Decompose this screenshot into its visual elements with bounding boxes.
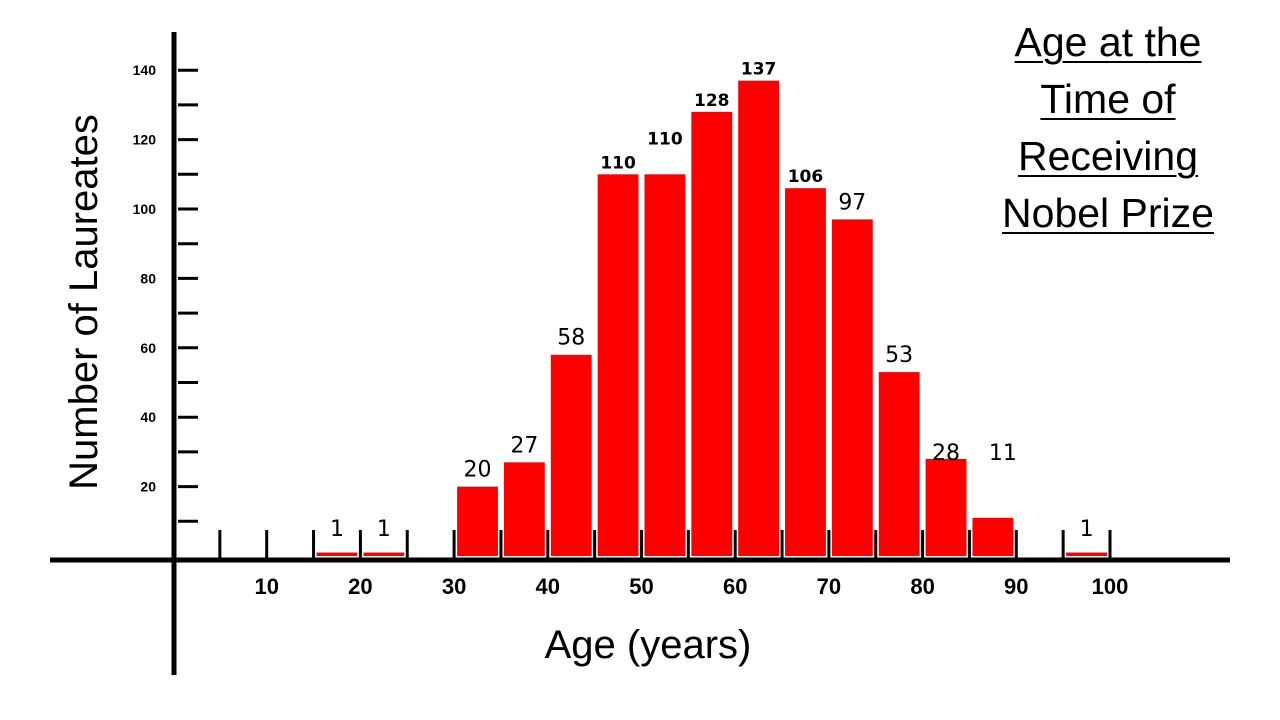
x-tick-label: 50 xyxy=(629,574,653,599)
chart-title-line: Receiving xyxy=(1017,133,1199,179)
histogram-bar xyxy=(925,458,967,556)
y-tick-label: 80 xyxy=(140,270,156,286)
histogram-bar xyxy=(738,80,780,557)
chart-title: Age at the Time of Receiving Nobel Prize xyxy=(970,14,1246,242)
histogram-bar xyxy=(550,354,592,556)
y-axis-label: Number of Laureates xyxy=(62,114,106,490)
x-tick-label: 30 xyxy=(442,574,466,599)
histogram-bar xyxy=(972,517,1014,556)
x-tick-label: 10 xyxy=(254,574,278,599)
x-tick-label: 40 xyxy=(536,574,560,599)
x-tick-label: 80 xyxy=(910,574,934,599)
histogram-bar xyxy=(457,486,498,556)
data-label: 53 xyxy=(885,343,913,368)
histogram-bar xyxy=(597,174,639,557)
y-tick-label: 60 xyxy=(140,340,156,356)
data-label: 110 xyxy=(600,153,636,173)
data-label: 97 xyxy=(838,190,866,215)
chart-title-line: Time of xyxy=(1040,76,1176,122)
x-tick-label: 100 xyxy=(1092,574,1129,599)
y-tick-label: 120 xyxy=(133,132,157,148)
data-label: 20 xyxy=(464,458,492,483)
x-tick-label: 70 xyxy=(817,574,841,599)
x-tick-label: 60 xyxy=(723,574,747,599)
data-label: 1 xyxy=(377,517,391,542)
data-label: 106 xyxy=(788,167,824,187)
x-axis-label: Age (years) xyxy=(545,623,752,667)
x-tick-label: 90 xyxy=(1004,574,1028,599)
histogram-bar xyxy=(644,174,686,557)
histogram-bar xyxy=(363,552,405,556)
data-label: 58 xyxy=(557,326,585,351)
histogram-bar xyxy=(785,188,826,556)
y-tick-label: 140 xyxy=(133,62,157,78)
histogram-bar xyxy=(691,111,733,556)
y-tick-label: 20 xyxy=(140,479,156,495)
data-label: 27 xyxy=(510,433,538,458)
data-label: 137 xyxy=(741,60,777,80)
data-label: 11 xyxy=(989,441,1017,466)
data-label: 28 xyxy=(932,441,960,466)
y-tick-label: 100 xyxy=(133,201,157,217)
histogram-bar xyxy=(878,372,920,556)
data-label: 128 xyxy=(694,91,730,111)
histogram-bar xyxy=(1066,552,1107,556)
histogram-bar xyxy=(831,219,873,556)
data-label: 1 xyxy=(330,517,344,542)
histogram-bar xyxy=(503,462,545,556)
y-tick-label: 40 xyxy=(140,409,156,425)
data-label: 1 xyxy=(1080,517,1094,542)
x-tick-label: 20 xyxy=(348,574,372,599)
histogram-bar xyxy=(316,552,358,556)
chart-title-line: Nobel Prize xyxy=(1002,190,1214,236)
chart-title-line: Age at the xyxy=(1014,19,1202,65)
data-label: 110 xyxy=(647,129,683,149)
